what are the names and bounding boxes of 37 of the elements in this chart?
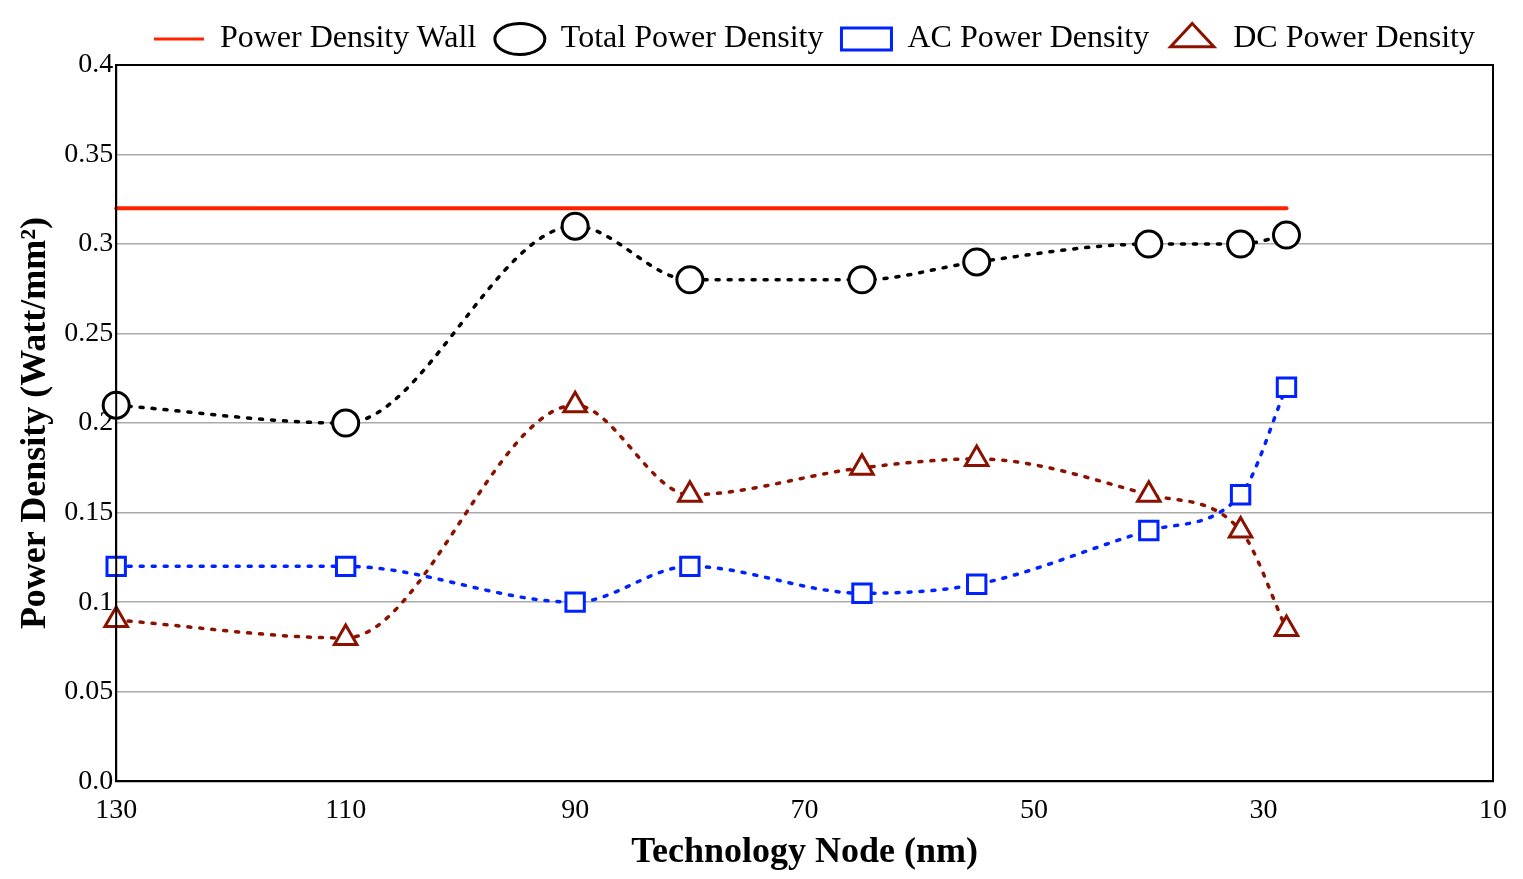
point bbox=[675, 265, 705, 295]
point bbox=[962, 247, 992, 277]
x-tick-label: 90 bbox=[561, 793, 590, 825]
x-tick-label: 50 bbox=[1020, 793, 1049, 825]
point bbox=[331, 408, 361, 438]
y-tick-label: 0.3 bbox=[78, 226, 114, 258]
point bbox=[679, 555, 701, 578]
point bbox=[1229, 484, 1252, 506]
legend-label: Total Power Density bbox=[560, 18, 824, 55]
point bbox=[851, 582, 873, 604]
point bbox=[966, 573, 988, 595]
y-tick-label: 0.25 bbox=[64, 315, 114, 347]
y-tick-label: 0.15 bbox=[64, 494, 114, 526]
y-tick-label: 0.0 bbox=[78, 763, 114, 795]
x-tick-label: 10 bbox=[1479, 793, 1507, 825]
point bbox=[1275, 376, 1298, 398]
point bbox=[560, 211, 590, 241]
x-axis-title: Technology Node (nm) bbox=[631, 829, 978, 870]
point bbox=[334, 555, 357, 578]
legend-label: AC Power Density bbox=[907, 18, 1150, 55]
x-tick-label: 110 bbox=[325, 793, 367, 825]
point bbox=[1138, 519, 1160, 542]
x-tick-label: 130 bbox=[95, 793, 138, 825]
y-axis-title: Power Density (Watt/mm²) bbox=[12, 217, 53, 630]
point bbox=[1226, 229, 1256, 259]
legend-label: Power Density Wall bbox=[219, 18, 477, 55]
y-tick-label: 0.4 bbox=[78, 47, 114, 79]
y-tick-label: 0.1 bbox=[78, 584, 114, 616]
point bbox=[847, 265, 877, 295]
point bbox=[1271, 220, 1301, 250]
point bbox=[1134, 229, 1164, 259]
x-tick-label: 30 bbox=[1249, 793, 1278, 825]
x-tick-label: 70 bbox=[790, 793, 819, 825]
y-tick-label: 0.35 bbox=[64, 136, 114, 168]
y-tick-label: 0.05 bbox=[64, 674, 114, 706]
legend-label: DC Power Density bbox=[1233, 18, 1475, 55]
point bbox=[564, 591, 586, 613]
